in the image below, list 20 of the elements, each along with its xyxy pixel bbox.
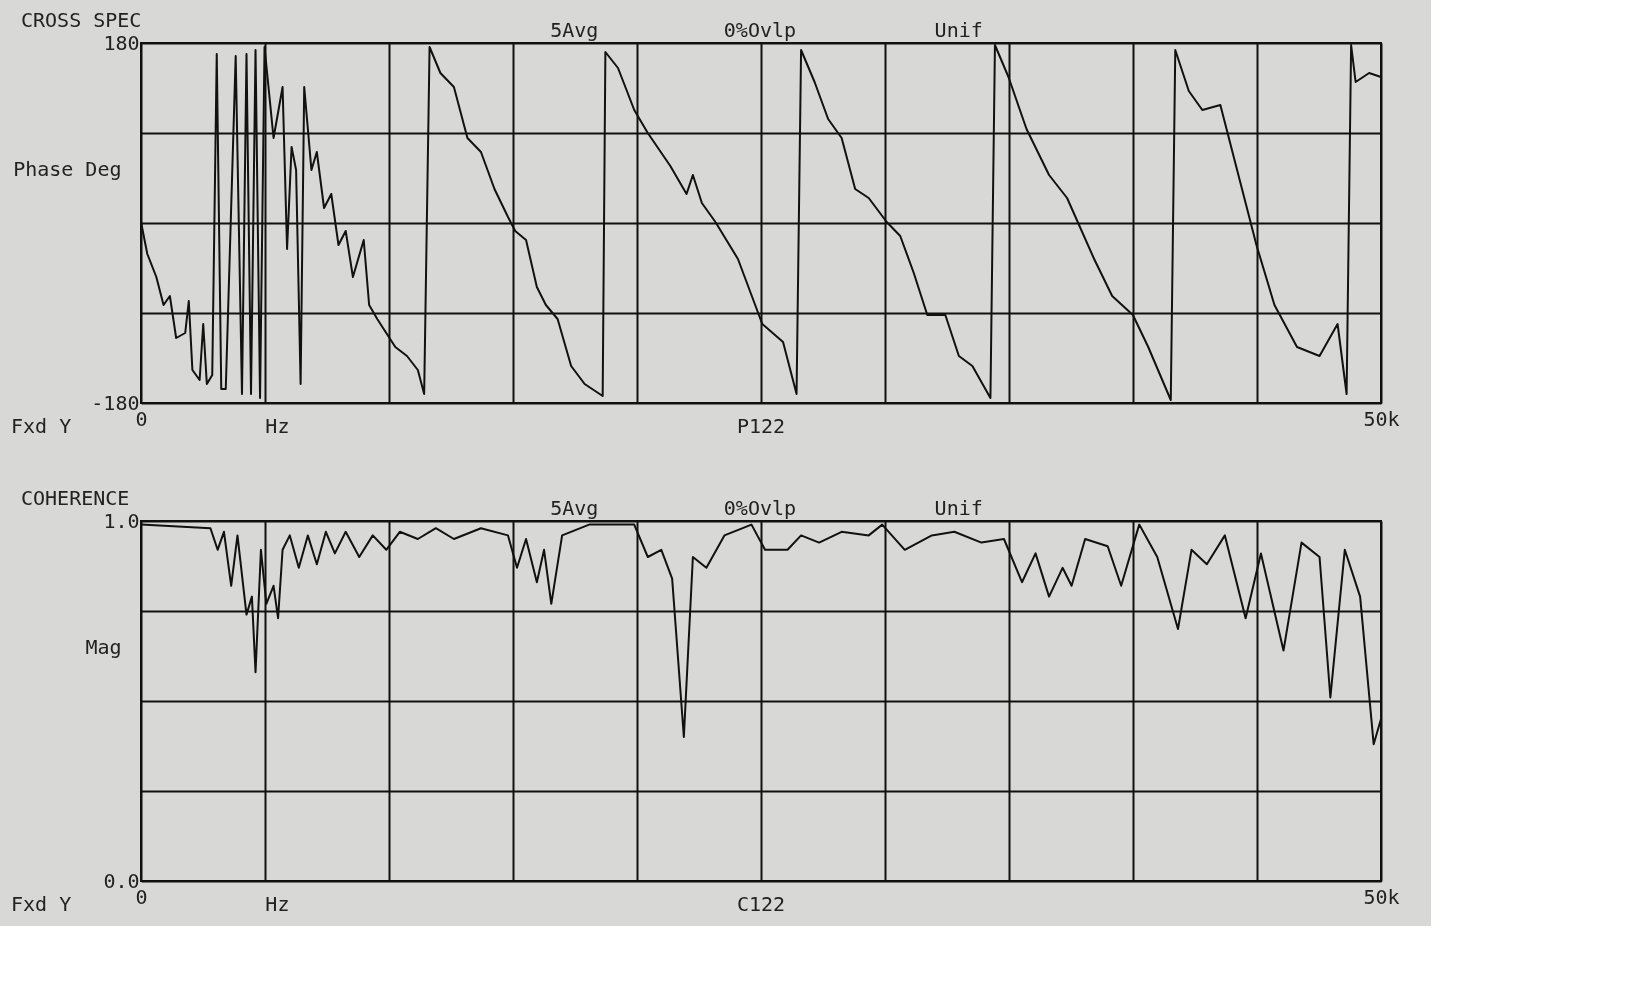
- text: 5Avg: [550, 18, 599, 42]
- x-tick-label: 50k: [1363, 884, 1400, 909]
- x-tick-label: 50k: [1363, 406, 1400, 431]
- text: 5Avg: [550, 496, 599, 520]
- text: Fxd Y: [11, 414, 72, 438]
- text: Hz: [265, 892, 290, 916]
- y-axis-title: Mag: [85, 634, 122, 659]
- text: 0%Ovlp: [723, 496, 797, 520]
- text: 0%Ovlp: [723, 18, 797, 42]
- chart-title: CROSS SPEC: [21, 8, 142, 32]
- text: Hz: [265, 414, 290, 438]
- text: Fxd Y: [11, 892, 72, 916]
- text: Unif: [934, 496, 983, 520]
- text: C122: [736, 892, 786, 916]
- text: Unif: [934, 18, 983, 42]
- y-tick-label: 1.0: [103, 508, 140, 533]
- y-axis-title: Phase Deg: [13, 156, 122, 181]
- chart-title: COHERENCE: [21, 486, 130, 510]
- y-tick-label: 180: [103, 30, 140, 55]
- text: P122: [736, 414, 786, 438]
